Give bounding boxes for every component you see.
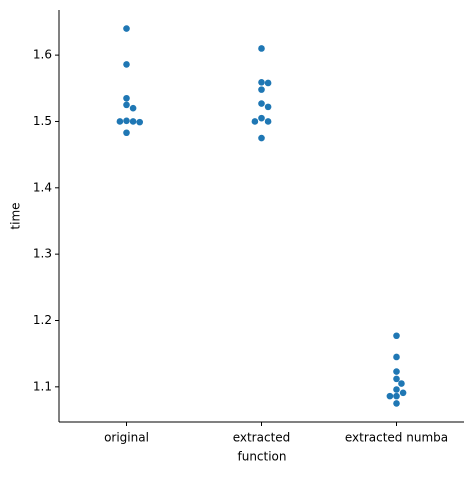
dot (258, 79, 265, 86)
dot (398, 380, 405, 387)
y-tick-label: 1.3 (33, 247, 52, 261)
dot (393, 353, 400, 361)
x-tick-label: extracted (233, 431, 291, 445)
dot (123, 94, 130, 102)
dot (258, 100, 265, 107)
dot (399, 389, 407, 397)
dot (393, 332, 400, 340)
dot (264, 103, 272, 111)
y-tick-label: 1.4 (33, 180, 52, 194)
dot (116, 118, 124, 125)
y-tick-label: 1.6 (33, 48, 52, 62)
dot (386, 392, 394, 400)
dot (393, 400, 400, 407)
dot (251, 118, 259, 125)
dot (393, 392, 400, 400)
dot (393, 368, 400, 375)
dot (123, 25, 130, 32)
dot (123, 101, 130, 109)
dot (258, 114, 265, 122)
y-tick-label: 1.2 (33, 313, 52, 327)
y-axis-label: time (9, 202, 23, 229)
dot (264, 79, 272, 87)
dot (123, 129, 130, 137)
dot (393, 386, 400, 393)
dot (258, 86, 265, 93)
dot (393, 375, 400, 383)
dot (264, 118, 272, 125)
dot (129, 104, 137, 112)
x-tick-label: extracted numba (345, 431, 448, 445)
dot (136, 118, 143, 126)
x-axis-label: function (237, 450, 286, 464)
dot (123, 117, 130, 125)
dot (123, 61, 130, 68)
dot (258, 134, 265, 142)
y-tick-label: 1.5 (33, 114, 52, 128)
dot (258, 45, 265, 52)
dot (129, 118, 137, 125)
y-tick-label: 1.1 (33, 379, 52, 393)
x-tick-label: original (104, 431, 149, 445)
